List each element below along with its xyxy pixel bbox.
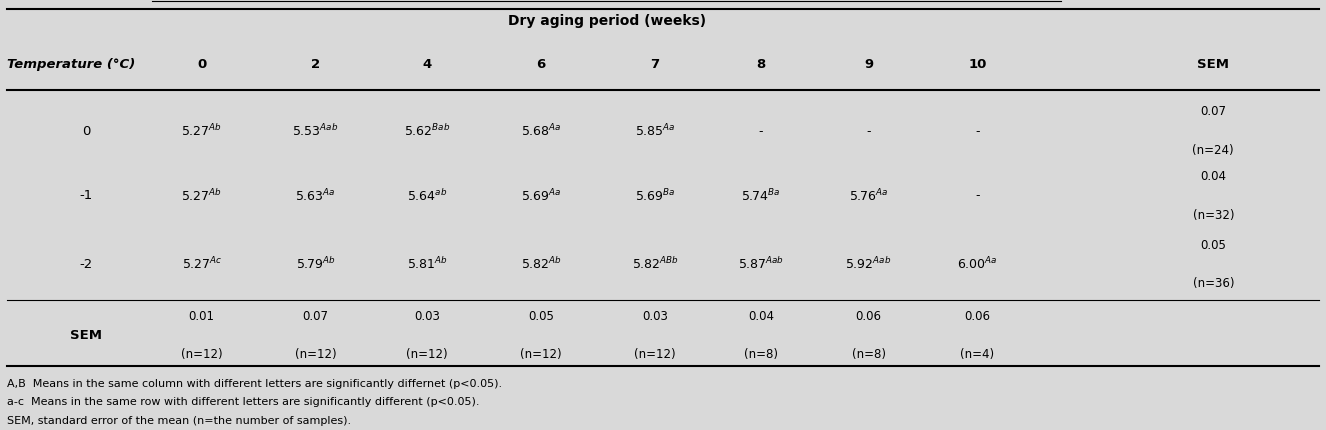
Text: 0.07: 0.07 — [1200, 105, 1227, 118]
Text: (n=4): (n=4) — [960, 348, 994, 361]
Text: (n=12): (n=12) — [520, 348, 562, 361]
Text: -: - — [975, 189, 980, 202]
Text: 8: 8 — [757, 58, 765, 71]
Text: 5.87$^{Aab}$: 5.87$^{Aab}$ — [739, 257, 784, 272]
Text: (n=32): (n=32) — [1192, 209, 1235, 221]
Text: 2: 2 — [312, 58, 320, 71]
Text: 5.85$^{Aa}$: 5.85$^{Aa}$ — [635, 123, 675, 139]
Text: 5.27$^{Ab}$: 5.27$^{Ab}$ — [182, 123, 221, 139]
Text: Temperature (°C): Temperature (°C) — [7, 58, 135, 71]
Text: 0: 0 — [198, 58, 206, 71]
Text: 0.03: 0.03 — [642, 310, 668, 322]
Text: 5.27$^{Ab}$: 5.27$^{Ab}$ — [182, 188, 221, 203]
Text: 0.04: 0.04 — [1200, 170, 1227, 183]
Text: (n=12): (n=12) — [294, 348, 337, 361]
Text: 0.04: 0.04 — [748, 310, 774, 322]
Text: -: - — [975, 125, 980, 138]
Text: 5.62$^{Bab}$: 5.62$^{Bab}$ — [403, 123, 451, 139]
Text: 5.79$^{Ab}$: 5.79$^{Ab}$ — [296, 257, 335, 272]
Text: 5.82$^{ABb}$: 5.82$^{ABb}$ — [631, 257, 679, 272]
Text: 5.68$^{Aa}$: 5.68$^{Aa}$ — [521, 123, 561, 139]
Text: 0.05: 0.05 — [528, 310, 554, 322]
Text: 4: 4 — [423, 58, 431, 71]
Text: (n=8): (n=8) — [851, 348, 886, 361]
Text: 0.03: 0.03 — [414, 310, 440, 322]
Text: 5.63$^{Aa}$: 5.63$^{Aa}$ — [296, 187, 335, 204]
Text: 5.27$^{Ac}$: 5.27$^{Ac}$ — [182, 256, 221, 273]
Text: 5.69$^{Aa}$: 5.69$^{Aa}$ — [521, 187, 561, 204]
Text: 5.82$^{Ab}$: 5.82$^{Ab}$ — [521, 257, 561, 272]
Text: -2: -2 — [80, 258, 93, 271]
Text: 5.64$^{ab}$: 5.64$^{ab}$ — [407, 188, 447, 203]
Text: a-c  Means in the same row with different letters are significantly different (p: a-c Means in the same row with different… — [7, 397, 479, 407]
Text: 5.92$^{Aab}$: 5.92$^{Aab}$ — [846, 257, 891, 272]
Text: (n=12): (n=12) — [180, 348, 223, 361]
Text: Dry aging period (weeks): Dry aging period (weeks) — [508, 15, 705, 28]
Text: 0.07: 0.07 — [302, 310, 329, 322]
Text: (n=12): (n=12) — [406, 348, 448, 361]
Text: -1: -1 — [80, 189, 93, 202]
Text: 0.01: 0.01 — [188, 310, 215, 322]
Text: 10: 10 — [968, 58, 987, 71]
Text: 5.53$^{Aab}$: 5.53$^{Aab}$ — [292, 123, 339, 139]
Text: 6.00$^{Aa}$: 6.00$^{Aa}$ — [957, 256, 997, 273]
Text: A,B  Means in the same column with different letters are significantly differnet: A,B Means in the same column with differ… — [7, 378, 501, 389]
Text: -: - — [866, 125, 871, 138]
Text: SEM: SEM — [1197, 58, 1229, 71]
Text: (n=24): (n=24) — [1192, 144, 1235, 157]
Text: 5.81$^{Ab}$: 5.81$^{Ab}$ — [407, 257, 447, 272]
Text: 5.74$^{Ba}$: 5.74$^{Ba}$ — [741, 187, 781, 204]
Text: (n=8): (n=8) — [744, 348, 778, 361]
Text: 0.06: 0.06 — [964, 310, 991, 322]
Text: 5.76$^{Aa}$: 5.76$^{Aa}$ — [849, 187, 888, 204]
Text: -: - — [758, 125, 764, 138]
Text: 6: 6 — [537, 58, 545, 71]
Text: 0.06: 0.06 — [855, 310, 882, 322]
Text: (n=12): (n=12) — [634, 348, 676, 361]
Text: (n=36): (n=36) — [1192, 277, 1235, 290]
Text: 7: 7 — [651, 58, 659, 71]
Text: 0: 0 — [82, 125, 90, 138]
Text: SEM: SEM — [70, 329, 102, 342]
Text: 0.05: 0.05 — [1200, 239, 1227, 252]
Text: 9: 9 — [865, 58, 873, 71]
Text: 5.69$^{Ba}$: 5.69$^{Ba}$ — [635, 187, 675, 204]
Text: SEM, standard error of the mean (n=the number of samples).: SEM, standard error of the mean (n=the n… — [7, 415, 351, 426]
